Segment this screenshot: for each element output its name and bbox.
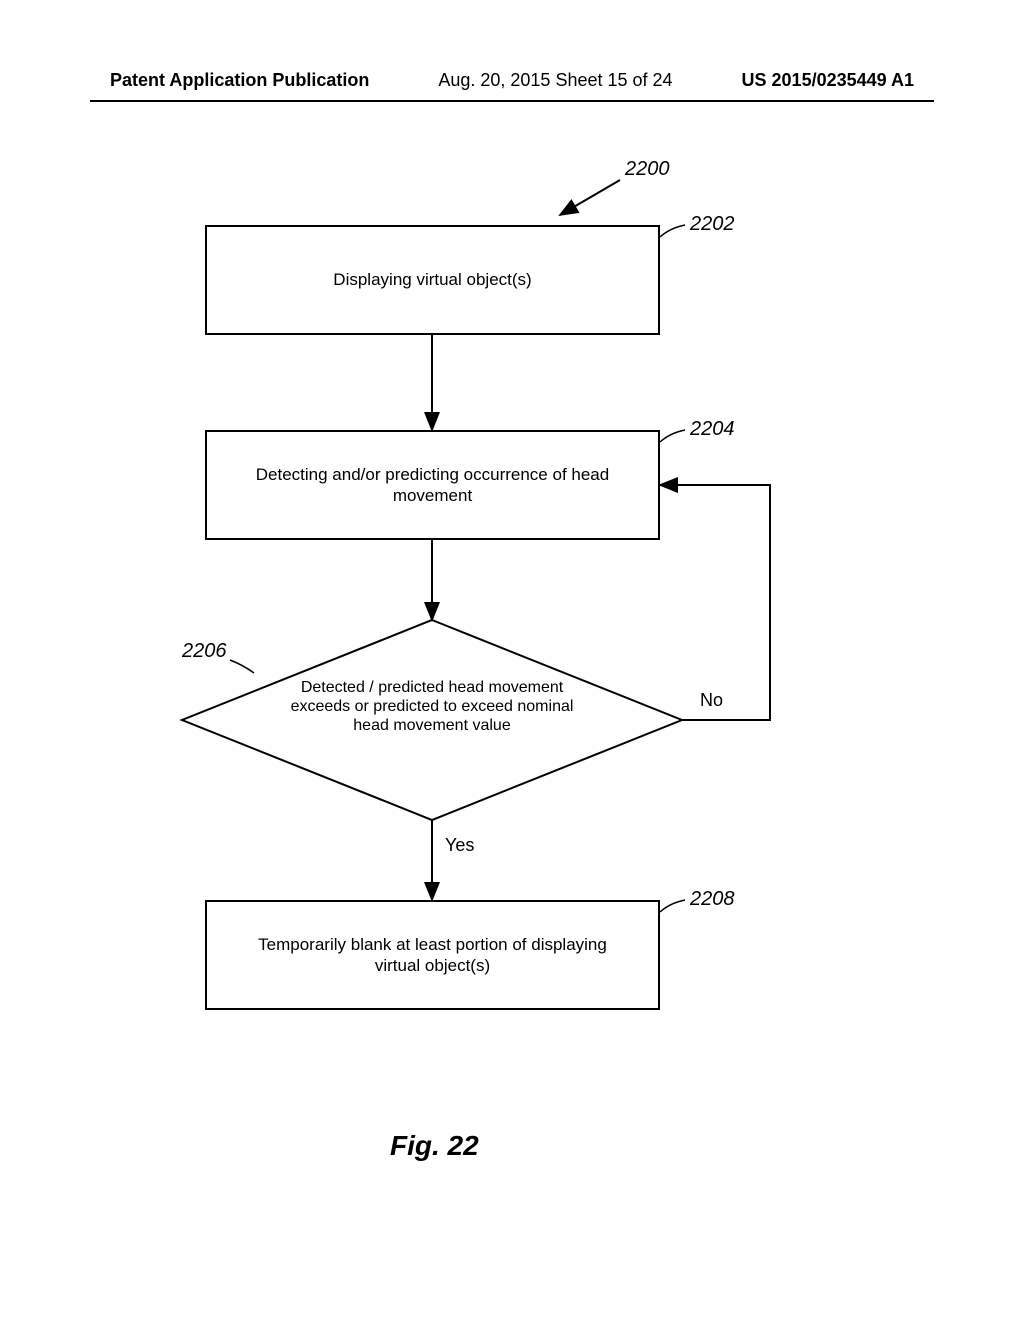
header-left: Patent Application Publication [110, 70, 369, 91]
flowchart-svg [0, 0, 1024, 1320]
edge-label-yes: Yes [445, 835, 474, 856]
header-right: US 2015/0235449 A1 [742, 70, 914, 91]
figure-caption: Fig. 22 [390, 1130, 479, 1162]
flow-box-blank-display: Temporarily blank at least portion of di… [205, 900, 660, 1010]
ref-2208: 2208 [690, 888, 735, 911]
flow-box-2-text: Detecting and/or predicting occurrence o… [247, 464, 618, 507]
edge-label-no: No [700, 690, 723, 711]
decision-text: Detected / predicted head movement excee… [282, 678, 582, 736]
flow-box-4-text: Temporarily blank at least portion of di… [247, 934, 618, 977]
flow-box-display-virtual-objects: Displaying virtual object(s) [205, 225, 660, 335]
ref-2204: 2204 [690, 418, 735, 441]
flow-box-detect-predict-movement: Detecting and/or predicting occurrence o… [205, 430, 660, 540]
ref-2206: 2206 [182, 640, 227, 663]
header-center: Aug. 20, 2015 Sheet 15 of 24 [438, 70, 672, 91]
flow-box-1-text: Displaying virtual object(s) [333, 269, 531, 290]
header-rule [90, 100, 934, 102]
ref-2202: 2202 [690, 213, 735, 236]
figure-ref-2200: 2200 [625, 158, 670, 181]
page-header: Patent Application Publication Aug. 20, … [0, 70, 1024, 91]
